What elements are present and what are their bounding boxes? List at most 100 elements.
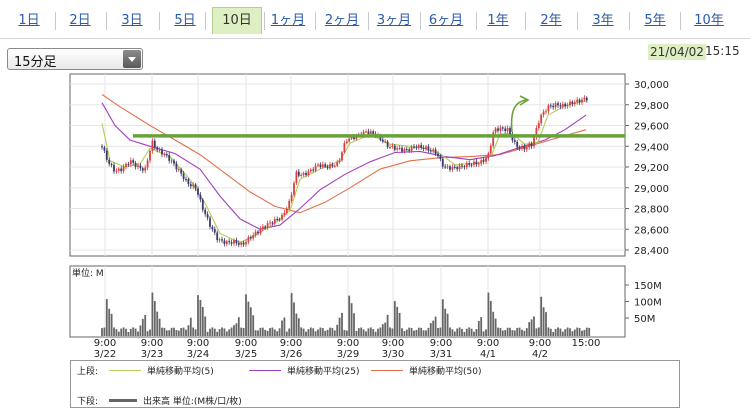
candle-body bbox=[293, 183, 295, 195]
tab-separator bbox=[264, 12, 265, 30]
tab-4[interactable]: 5日 bbox=[174, 13, 196, 28]
volume-bar bbox=[482, 331, 485, 336]
candle-body bbox=[326, 166, 329, 169]
candle-body bbox=[233, 239, 235, 244]
x-time-label: 9:00 bbox=[337, 338, 359, 349]
volume-bar bbox=[542, 307, 545, 336]
volume-bar bbox=[561, 331, 564, 336]
candle-body bbox=[545, 111, 547, 113]
volume-bar bbox=[345, 330, 348, 336]
volume-tick-label: 150M bbox=[634, 281, 662, 292]
candle-body bbox=[345, 141, 348, 144]
volume-bar bbox=[461, 328, 463, 336]
volume-bar bbox=[129, 328, 132, 336]
candle-body bbox=[559, 105, 562, 107]
candle-body bbox=[216, 232, 219, 241]
candle-body bbox=[576, 99, 579, 103]
candle-body bbox=[129, 160, 132, 165]
volume-bar bbox=[204, 316, 207, 336]
volume-bar bbox=[122, 327, 125, 336]
volume-bar bbox=[413, 330, 415, 336]
x-date-label: 4/2 bbox=[532, 349, 548, 360]
candle-body bbox=[173, 160, 175, 164]
volume-bar bbox=[350, 303, 353, 336]
candle-body bbox=[564, 103, 567, 107]
volume-bar bbox=[307, 329, 310, 336]
tab-12[interactable]: 3年 bbox=[592, 13, 614, 28]
candle-body bbox=[391, 145, 394, 147]
volume-bar bbox=[492, 311, 495, 336]
tab-7[interactable]: 2ヶ月 bbox=[324, 13, 360, 28]
x-time-label: 9:00 bbox=[529, 338, 551, 349]
tab-separator bbox=[159, 12, 160, 30]
chevron-down-icon[interactable] bbox=[123, 50, 141, 68]
tab-1[interactable]: 1日 bbox=[18, 13, 40, 28]
volume-bar bbox=[384, 322, 387, 336]
candle-body bbox=[422, 147, 425, 150]
volume-bar bbox=[456, 328, 459, 336]
volume-bar bbox=[161, 327, 163, 336]
candle-body bbox=[156, 147, 159, 150]
volume-bar bbox=[233, 325, 235, 336]
candle-body bbox=[168, 155, 171, 161]
candle-body bbox=[302, 173, 305, 175]
tab-14[interactable]: 10年 bbox=[694, 13, 724, 28]
candle-body bbox=[257, 231, 259, 234]
legend-ma5-swatch bbox=[109, 370, 141, 371]
x-time-label: 9:00 bbox=[430, 338, 452, 349]
volume-bar bbox=[146, 331, 149, 336]
candle-body bbox=[312, 169, 315, 171]
candle-body bbox=[237, 243, 240, 245]
volume-bar bbox=[120, 328, 123, 336]
tab-10[interactable]: 1年 bbox=[487, 13, 509, 28]
volume-bar bbox=[513, 330, 516, 336]
volume-bar bbox=[432, 320, 435, 336]
tab-5[interactable]: 10日 bbox=[212, 7, 262, 34]
candle-body bbox=[309, 169, 312, 172]
candle-body bbox=[141, 168, 144, 171]
volume-bar bbox=[425, 330, 427, 336]
candle-body bbox=[451, 166, 454, 170]
candle-body bbox=[319, 164, 322, 168]
volume-bar bbox=[389, 327, 391, 336]
tab-separator bbox=[420, 12, 421, 30]
volume-bar bbox=[144, 315, 147, 336]
volume-bar bbox=[245, 294, 247, 336]
tab-2[interactable]: 2日 bbox=[69, 13, 91, 28]
tab-6[interactable]: 1ヶ月 bbox=[270, 13, 306, 28]
volume-bar bbox=[252, 315, 255, 336]
tab-11[interactable]: 2年 bbox=[540, 13, 562, 28]
candle-body bbox=[557, 103, 559, 106]
volume-bar bbox=[348, 295, 351, 336]
volume-bar bbox=[197, 295, 199, 336]
period-select[interactable]: 15分足 bbox=[7, 48, 143, 70]
volume-bar bbox=[326, 329, 329, 336]
candle-body bbox=[266, 223, 269, 228]
legend-ma50-label: 単純移動平均(50) bbox=[409, 367, 482, 377]
volume-bar bbox=[257, 330, 259, 336]
volume-bar bbox=[523, 330, 526, 336]
tab-9[interactable]: 6ヶ月 bbox=[428, 13, 464, 28]
x-time-label: 9:00 bbox=[382, 338, 404, 349]
candle-body bbox=[187, 179, 190, 185]
tab-13[interactable]: 5年 bbox=[644, 13, 666, 28]
volume-bar bbox=[173, 327, 175, 336]
volume-bar bbox=[374, 331, 377, 336]
candle-body bbox=[530, 143, 533, 147]
volume-bar bbox=[367, 328, 370, 336]
tab-8[interactable]: 3ヶ月 bbox=[376, 13, 412, 28]
volume-bar bbox=[360, 327, 363, 336]
volume-bar bbox=[552, 331, 555, 336]
candle-body bbox=[180, 169, 183, 174]
tab-3[interactable]: 3日 bbox=[121, 13, 143, 28]
ma50-line bbox=[101, 93, 587, 214]
volume-bar bbox=[201, 306, 204, 336]
candle-body bbox=[516, 141, 519, 148]
volume-bar bbox=[473, 331, 475, 336]
candle-body bbox=[137, 165, 139, 167]
candle-body bbox=[521, 145, 523, 149]
candle-body bbox=[437, 153, 439, 157]
volume-bar bbox=[564, 329, 567, 336]
volume-bar bbox=[309, 327, 312, 336]
volume-bar bbox=[504, 330, 507, 336]
